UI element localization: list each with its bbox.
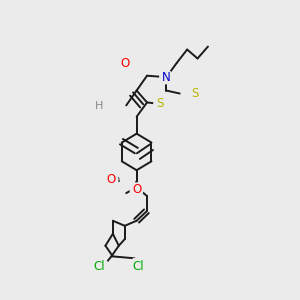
Text: Cl: Cl	[132, 260, 144, 273]
Circle shape	[130, 183, 143, 196]
Text: S: S	[191, 87, 198, 100]
Circle shape	[118, 57, 131, 70]
Text: S: S	[157, 98, 164, 110]
Text: O: O	[107, 173, 116, 186]
Text: O: O	[132, 183, 141, 196]
Circle shape	[160, 70, 173, 84]
Circle shape	[129, 258, 147, 275]
Text: N: N	[162, 71, 171, 84]
Text: O: O	[120, 57, 129, 70]
Text: Cl: Cl	[94, 260, 105, 273]
Circle shape	[91, 258, 108, 275]
Circle shape	[93, 100, 106, 112]
Text: H: H	[95, 101, 104, 111]
Circle shape	[105, 173, 118, 186]
Circle shape	[154, 98, 167, 110]
Circle shape	[188, 87, 201, 100]
